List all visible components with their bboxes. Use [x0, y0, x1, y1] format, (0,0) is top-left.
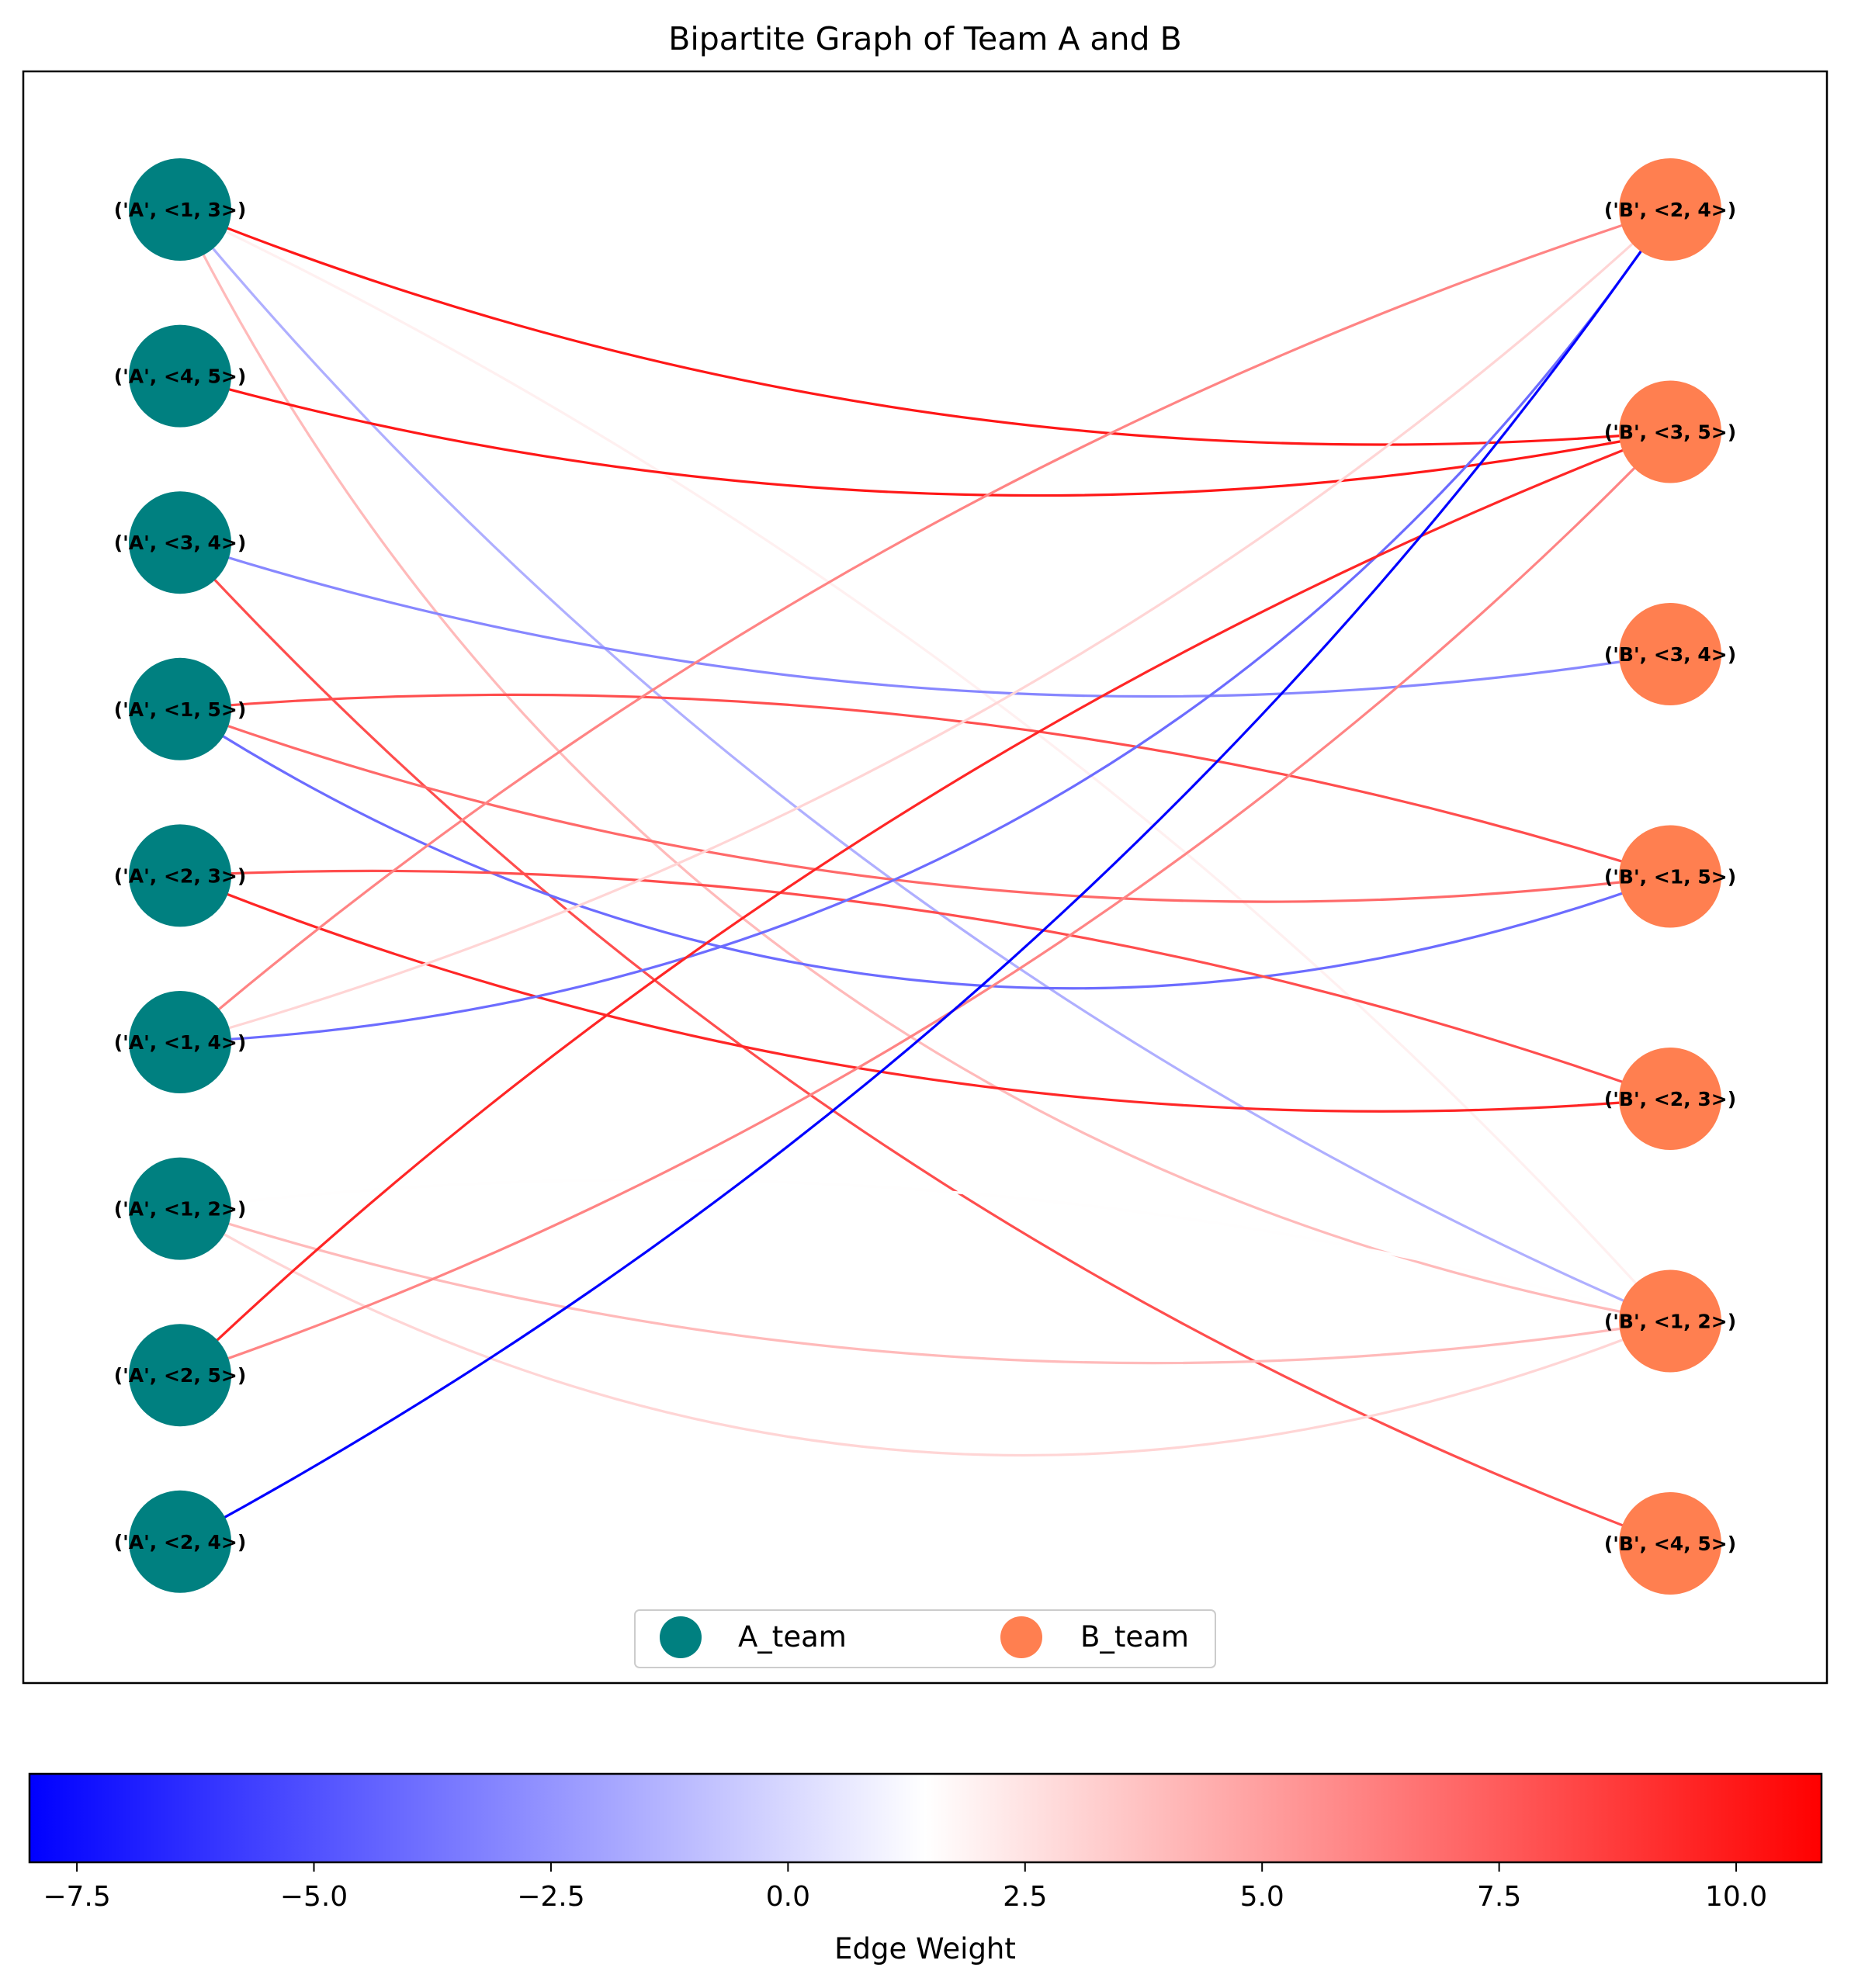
node-label-a-team: ('A', <1, 4>) — [114, 1031, 247, 1054]
node-A14: ('A', <1, 4>) — [114, 991, 247, 1093]
node-B45: ('B', <4, 5>) — [1604, 1492, 1736, 1595]
node-B35: ('B', <3, 5>) — [1604, 380, 1736, 483]
node-B34: ('B', <3, 4>) — [1604, 603, 1736, 705]
node-B12: ('B', <1, 2>) — [1604, 1269, 1736, 1373]
colorbar-gradient — [28, 1772, 1823, 1864]
node-circle-a-team — [129, 657, 231, 760]
node-circle-a-team — [129, 324, 231, 428]
edge-A14-B24-2 — [179, 208, 1671, 1044]
node-label-a-team: ('A', <4, 5>) — [114, 365, 247, 388]
node-A12: ('A', <1, 2>) — [114, 1157, 247, 1260]
edge-A13-B35-1 — [179, 208, 1671, 446]
node-A23: ('A', <2, 3>) — [114, 824, 247, 927]
node-B24: ('B', <2, 4>) — [1604, 158, 1736, 261]
colorbar-tick-label: 0.0 — [766, 1881, 810, 1913]
colorbar: −7.5 −5.0 −2.5 0.0 2.5 5.0 7.5 10.0 Edge Weight — [28, 1772, 1823, 1965]
node-label-a-team: ('A', <1, 5>) — [114, 698, 247, 721]
edge-A25-B35-2 — [179, 431, 1671, 1377]
edge-A34-B34-1 — [179, 541, 1671, 698]
node-A13: ('A', <1, 3>) — [114, 158, 247, 261]
node-label-a-team: ('A', <1, 2>) — [114, 1198, 247, 1221]
edge-A13-B12-3 — [179, 209, 1671, 1323]
node-B23: ('B', <2, 3>) — [1604, 1048, 1736, 1150]
edge-A24-B24-1 — [179, 209, 1672, 1543]
edge-A23-B23-2 — [179, 869, 1671, 1100]
node-label-b-team: ('B', <2, 4>) — [1604, 199, 1736, 221]
legend-label-b-team: B_team — [1080, 1620, 1189, 1654]
node-label-a-team: ('A', <2, 4>) — [114, 1531, 247, 1553]
edge-A14-B24-1 — [179, 208, 1672, 1044]
node-label-a-team: ('A', <3, 4>) — [114, 532, 247, 554]
node-label-a-team: ('A', <2, 3>) — [114, 864, 247, 887]
node-label-b-team: ('B', <2, 3>) — [1604, 1088, 1736, 1110]
edge-A12-B12-2 — [179, 1178, 1671, 1323]
plot-frame — [22, 70, 1828, 1685]
colorbar-tick-label: −2.5 — [517, 1881, 584, 1913]
edge-A34-B45-1 — [179, 542, 1671, 1545]
legend-marker-a-team — [660, 1616, 702, 1658]
edge-A25-B35-1 — [179, 431, 1672, 1377]
colorbar-tick-label: 2.5 — [1003, 1881, 1047, 1913]
node-circle-b-team — [1619, 380, 1721, 483]
edge-A23-B23-1 — [179, 874, 1671, 1113]
node-B15: ('B', <1, 5>) — [1604, 825, 1736, 928]
node-circle-a-team — [129, 1490, 231, 1593]
node-circle-b-team — [1619, 1492, 1721, 1595]
node-circle-a-team — [129, 991, 231, 1093]
colorbar-tick-label: 7.5 — [1477, 1881, 1521, 1913]
node-label-b-team: ('B', <4, 5>) — [1604, 1533, 1736, 1555]
edge-A15-B15-1 — [179, 708, 1671, 903]
node-A45: ('A', <4, 5>) — [114, 324, 247, 428]
node-label-a-team: ('A', <2, 5>) — [114, 1364, 247, 1387]
chart-title: Bipartite Graph of Team A and B — [668, 20, 1181, 57]
edge-A15-B15-2 — [179, 693, 1671, 878]
legend-label-a-team: A_team — [738, 1620, 847, 1654]
node-A34: ('A', <3, 4>) — [114, 491, 247, 594]
edge-A13-B12-1 — [179, 208, 1671, 1322]
edge-A15-B15-3 — [179, 708, 1671, 990]
node-circle-b-team — [1619, 1269, 1721, 1373]
node-label-b-team: ('B', <3, 4>) — [1604, 643, 1736, 666]
legend-box — [634, 1609, 1216, 1668]
node-circle-a-team — [129, 158, 231, 261]
colorbar-tick-label: −7.5 — [43, 1881, 110, 1913]
node-label-b-team: ('B', <1, 2>) — [1604, 1311, 1736, 1333]
node-label-b-team: ('B', <3, 5>) — [1604, 421, 1736, 444]
colorbar-ticks: −7.5 −5.0 −2.5 0.0 2.5 5.0 7.5 10.0 — [43, 1862, 1767, 1913]
node-label-b-team: ('B', <1, 5>) — [1604, 866, 1736, 888]
node-label-a-team: ('A', <1, 3>) — [114, 199, 247, 221]
node-A24: ('A', <2, 4>) — [114, 1490, 247, 1593]
node-A25: ('A', <2, 5>) — [114, 1324, 247, 1427]
colorbar-tick-label: −5.0 — [280, 1881, 348, 1913]
legend: A_team B_team — [634, 1609, 1216, 1668]
node-circle-b-team — [1619, 603, 1721, 705]
nodes-layer: ('A', <1, 3>) ('A', <4, 5>) ('A', <3, 4>) (… — [114, 158, 1736, 1595]
colorbar-tick-label: 10.0 — [1705, 1881, 1767, 1913]
legend-marker-b-team — [1000, 1616, 1042, 1658]
node-circle-b-team — [1619, 1048, 1721, 1150]
edge-A14-B24-3 — [179, 209, 1672, 1044]
edges-layer — [179, 208, 1672, 1545]
node-circle-b-team — [1619, 825, 1721, 928]
node-circle-a-team — [129, 491, 231, 594]
node-circle-a-team — [129, 1324, 231, 1427]
edge-A12-B12-1 — [179, 1207, 1671, 1365]
node-circle-a-team — [129, 824, 231, 927]
edge-A45-B35-1 — [179, 375, 1671, 497]
edge-A12-B12-3 — [179, 1207, 1671, 1457]
colorbar-tick-label: 5.0 — [1240, 1881, 1284, 1913]
node-circle-a-team — [129, 1157, 231, 1260]
colorbar-label: Edge Weight — [834, 1932, 1016, 1965]
node-A15: ('A', <1, 5>) — [114, 657, 247, 760]
node-circle-b-team — [1619, 158, 1721, 261]
